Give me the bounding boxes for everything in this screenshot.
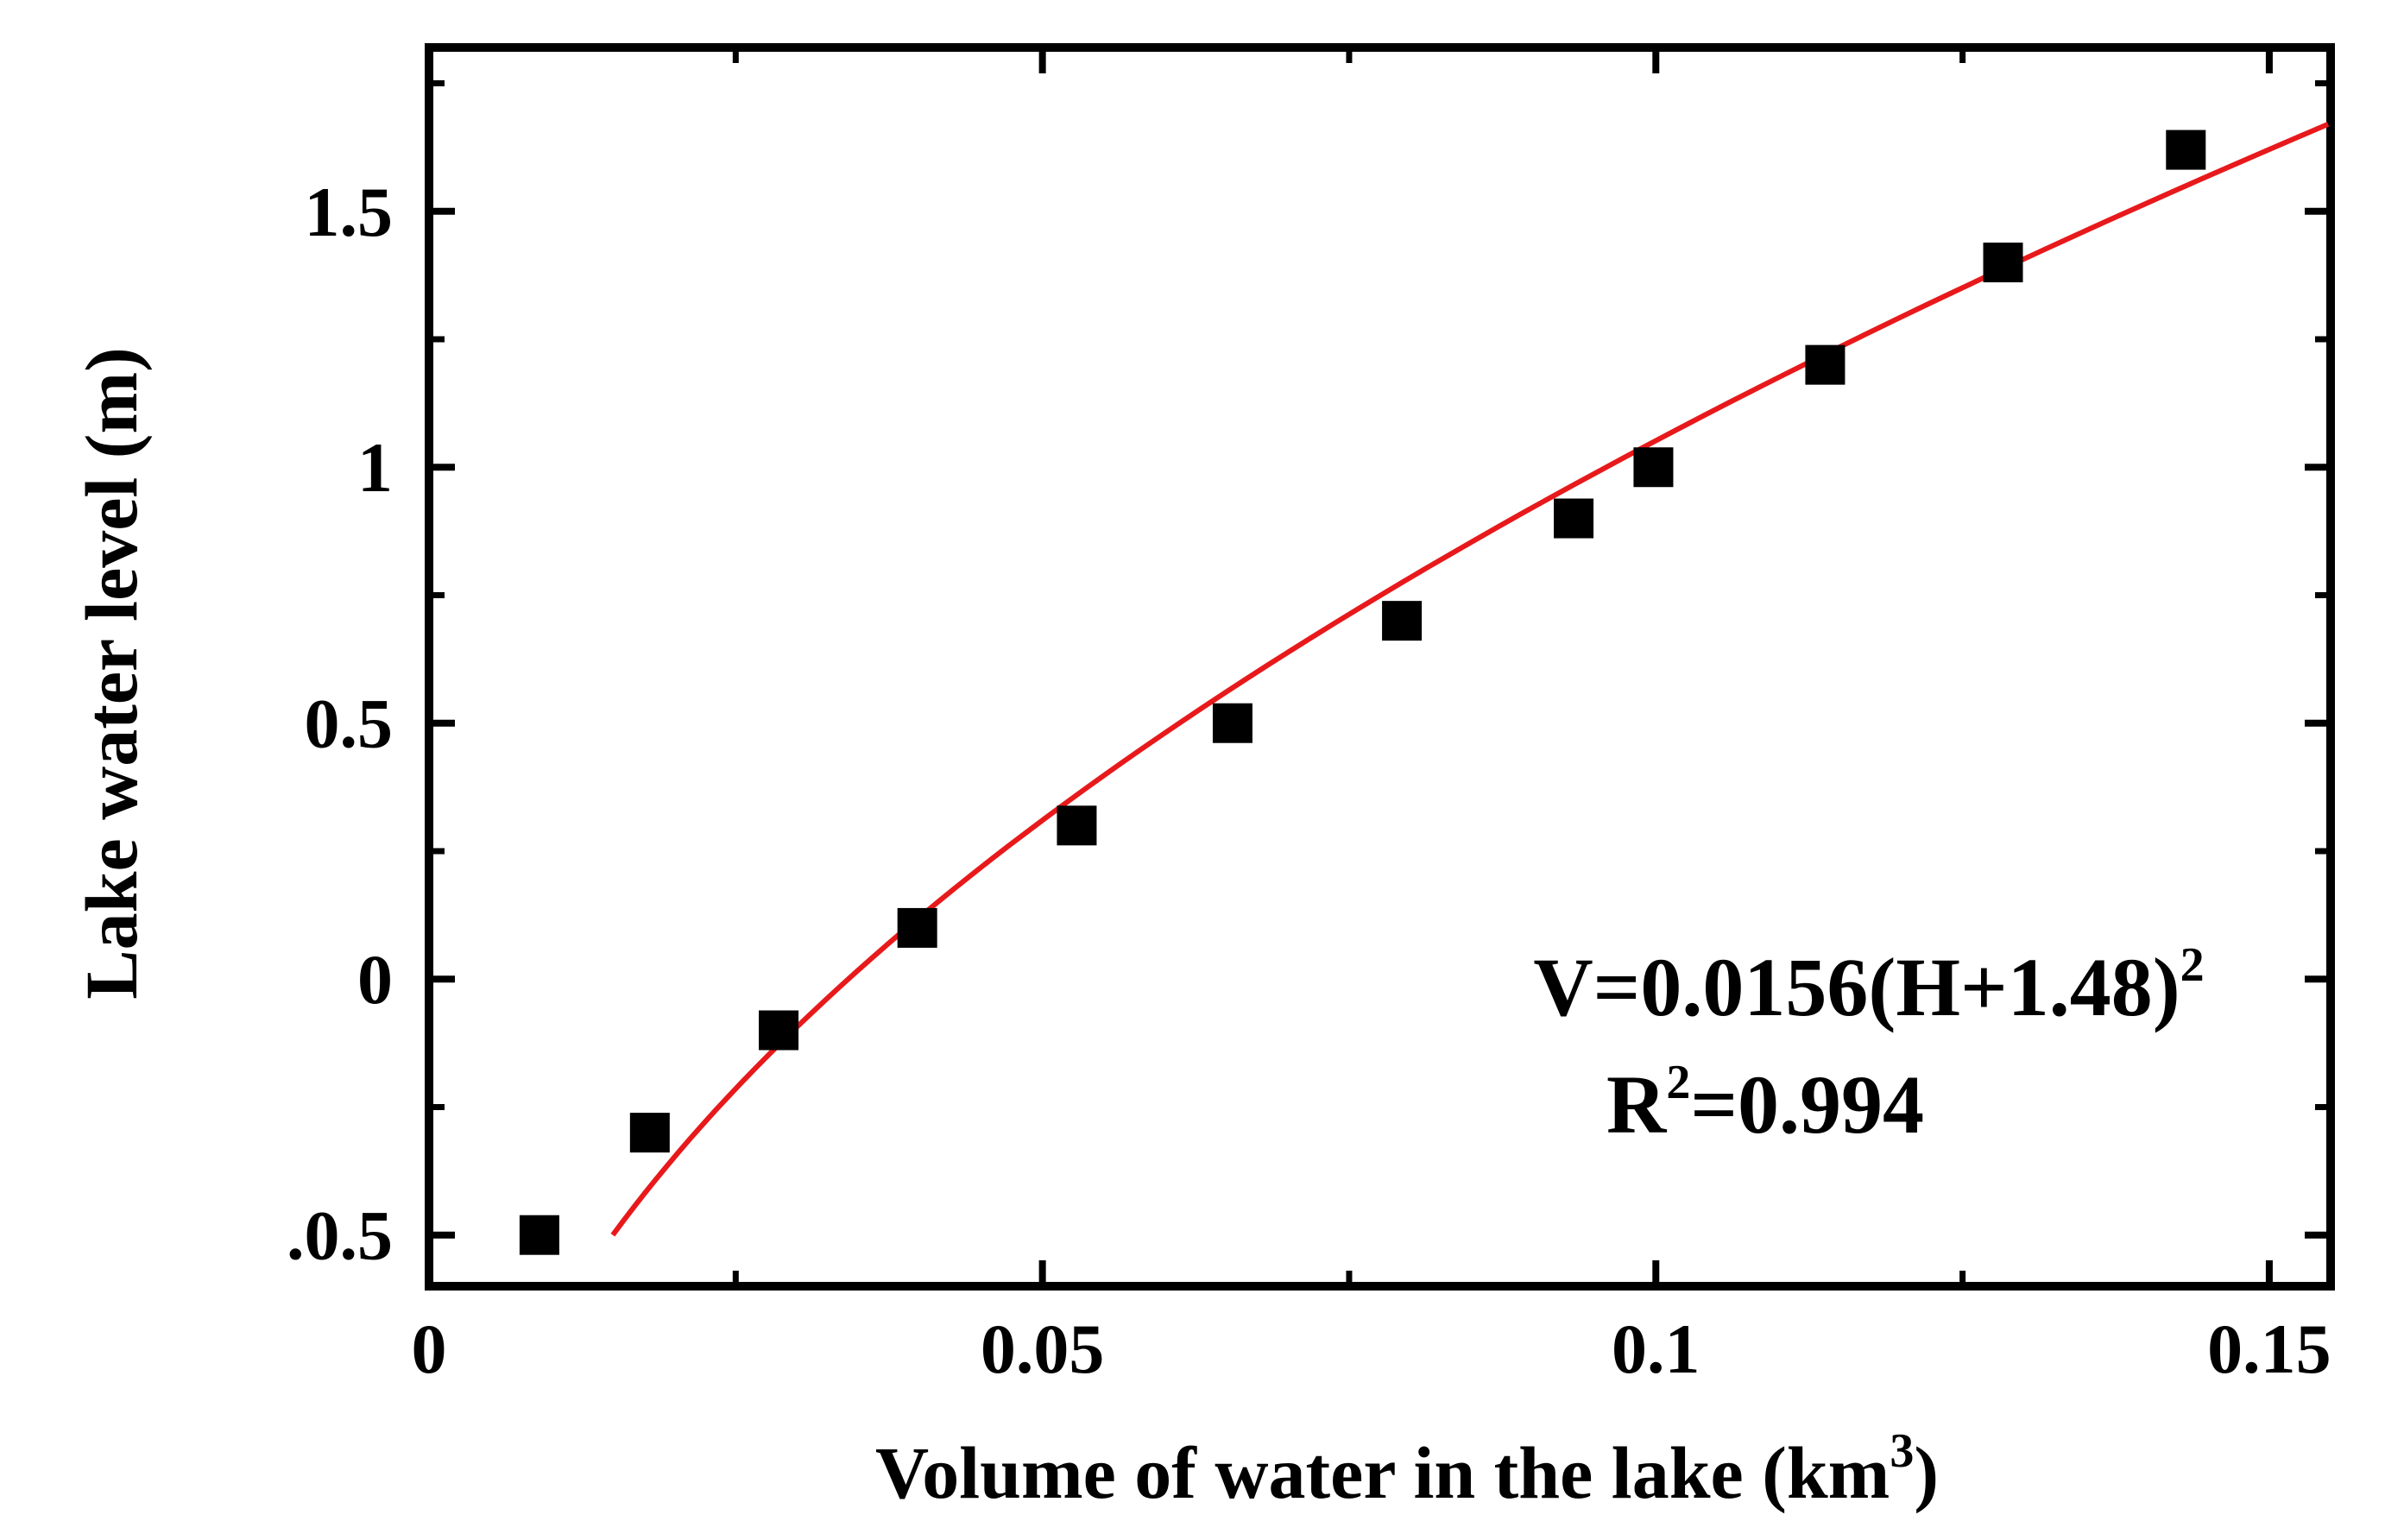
data-point — [897, 907, 937, 948]
fit-equation-label: V=0.0156(H+1.48)2 — [1533, 938, 2204, 1033]
r-squared-label: R2=0.994 — [1606, 1056, 1924, 1151]
y-tick-labels: .0.5 0 0.5 1 1.5 — [287, 173, 393, 1275]
minor-ticks — [429, 47, 2331, 1286]
y-tick-label: 0.5 — [305, 685, 394, 763]
data-point — [1805, 344, 1846, 385]
y-tick-label: 0 — [357, 940, 393, 1019]
x-tick-labels: 0 0.05 0.1 0.15 — [412, 1310, 2331, 1388]
x-tick-label: 0.15 — [2207, 1310, 2331, 1388]
data-point — [1554, 498, 1594, 539]
major-ticks — [426, 47, 2331, 1286]
data-point — [759, 1010, 799, 1051]
data-point — [1633, 447, 1674, 488]
x-axis-title: Volume of water in the lake (km3) — [875, 1424, 1939, 1514]
x-tick-label: 0.1 — [1612, 1310, 1700, 1388]
data-point — [519, 1215, 559, 1255]
y-tick-label: .0.5 — [287, 1196, 393, 1275]
fit-curve — [610, 122, 2330, 1237]
y-axis-title: Lake water level (m) — [70, 347, 153, 999]
x-tick-label: 0 — [412, 1310, 447, 1388]
plot-frame — [425, 43, 2335, 1291]
data-point — [629, 1113, 670, 1153]
data-point — [1382, 601, 1423, 641]
x-tick-label: 0.05 — [981, 1310, 1105, 1388]
data-point — [1057, 805, 1097, 846]
data-point — [2166, 129, 2206, 170]
data-point — [1212, 703, 1252, 743]
y-tick-label: 1 — [357, 428, 393, 507]
data-point — [1983, 243, 2023, 283]
y-tick-label: 1.5 — [305, 173, 394, 251]
data-points — [519, 129, 2206, 1255]
